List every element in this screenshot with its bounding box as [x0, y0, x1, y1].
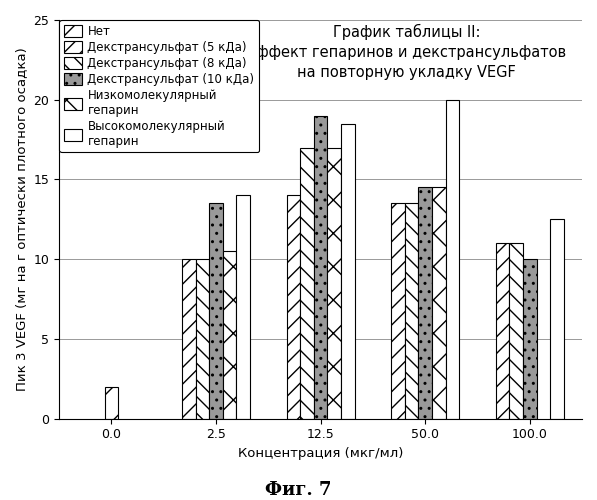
Bar [523, 259, 537, 418]
Bar [496, 244, 509, 418]
Text: Фиг. 7: Фиг. 7 [265, 481, 332, 499]
Bar [300, 148, 314, 418]
Text: График таблицы II:
Эффект гепаринов и декстрансульфатов
на повторную укладку VEG: График таблицы II: Эффект гепаринов и де… [246, 24, 567, 80]
Bar [405, 204, 418, 418]
Legend: Нет, Декстрансульфат (5 кДа), Декстрансульфат (8 кДа), Декстрансульфат (10 кДа),: Нет, Декстрансульфат (5 кДа), Декстрансу… [59, 20, 259, 152]
Bar [445, 100, 459, 418]
Bar [196, 259, 209, 418]
Bar [236, 196, 250, 418]
Bar [432, 188, 445, 418]
Bar [550, 220, 564, 418]
Bar [104, 387, 118, 418]
Bar [314, 116, 327, 418]
Bar [287, 196, 300, 418]
Bar [209, 204, 223, 418]
Bar [509, 244, 523, 418]
Bar [182, 259, 196, 418]
Y-axis label: Пик 3 VEGF (мг на г оптически плотного осадка): Пик 3 VEGF (мг на г оптически плотного о… [15, 48, 28, 391]
Bar [391, 204, 405, 418]
Bar [341, 124, 355, 418]
Bar [223, 252, 236, 418]
X-axis label: Концентрация (мкг/мл): Концентрация (мкг/мл) [238, 447, 403, 460]
Bar [327, 148, 341, 418]
Bar [418, 188, 432, 418]
